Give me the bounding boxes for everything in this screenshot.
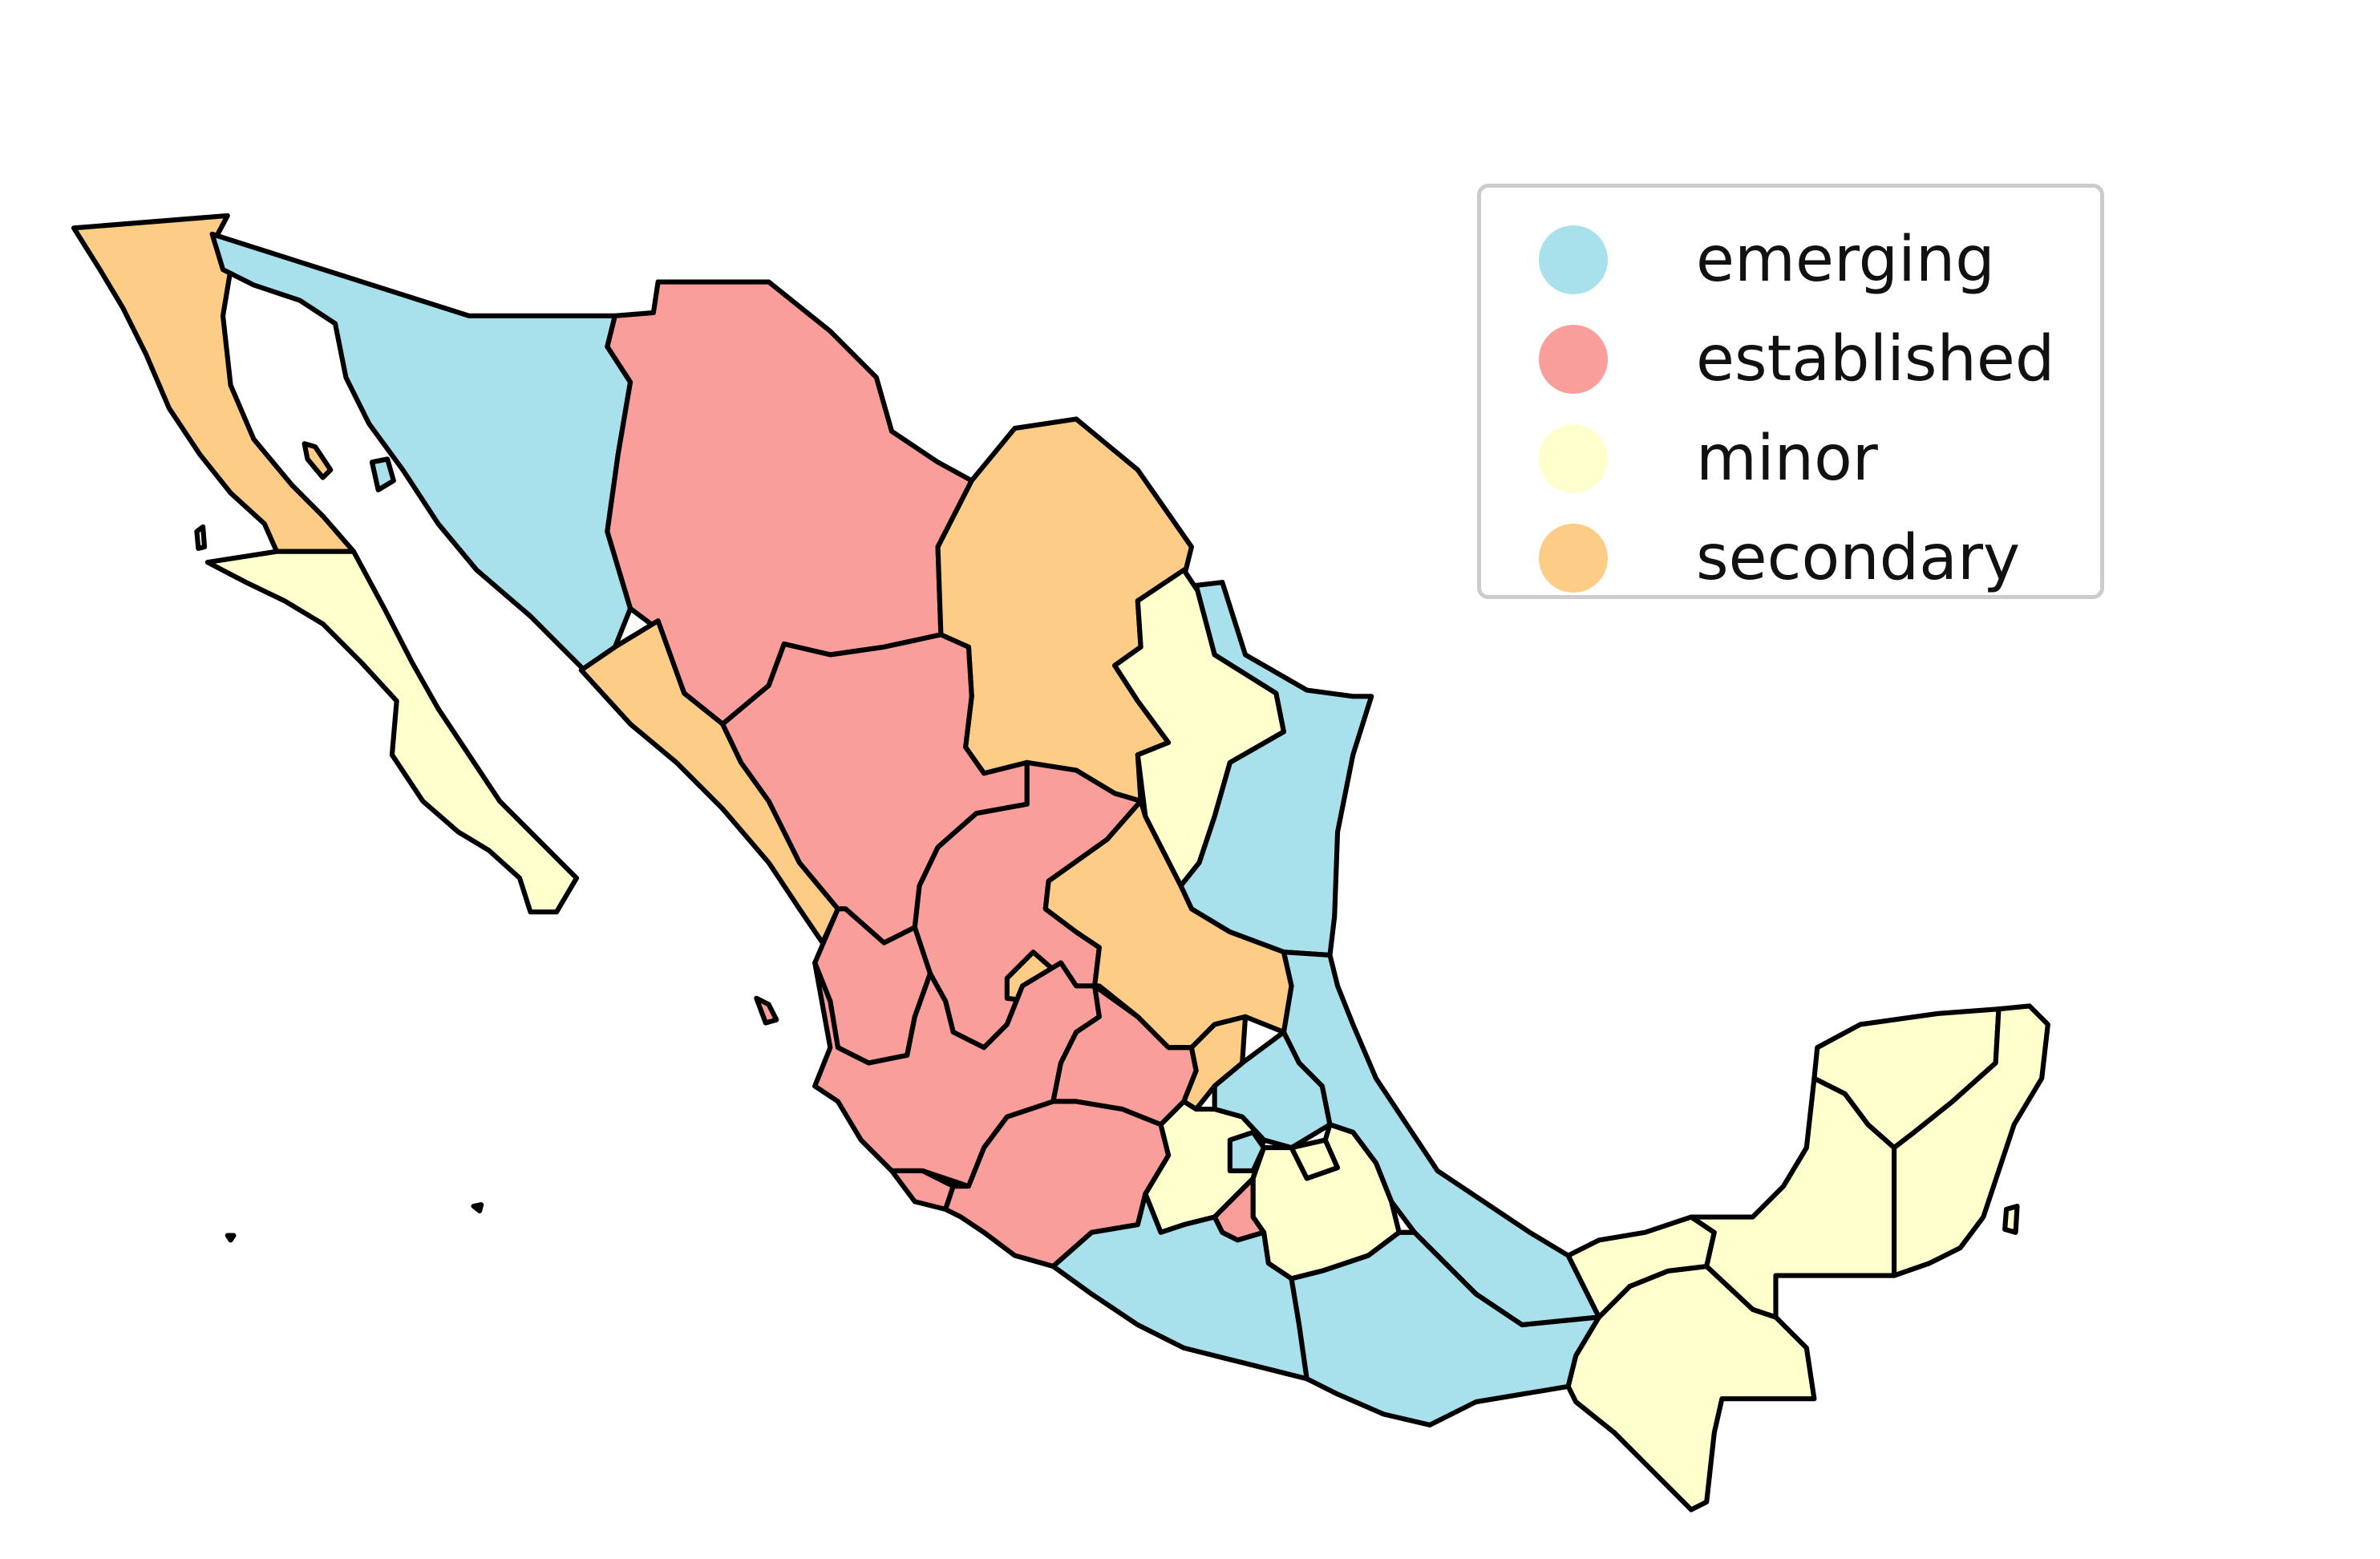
state-sonora	[209, 231, 633, 673]
legend-item-secondary: secondary	[1481, 508, 2100, 608]
legend-item-minor: minor	[1481, 409, 2100, 508]
state-quintana-roo	[1892, 1003, 2050, 1278]
legend-swatch-emerging	[1539, 225, 1608, 294]
island-revillagigedo-2	[225, 1233, 237, 1243]
legend-swatch-established	[1539, 325, 1608, 394]
island-revillagigedo-1	[471, 1202, 484, 1213]
legend-item-established: established	[1481, 310, 2100, 409]
legend-swatch-secondary	[1539, 524, 1608, 593]
island-cozumel	[2002, 1204, 2020, 1235]
legend-label-established: established	[1696, 323, 2055, 395]
island-islas-marias	[754, 995, 779, 1026]
islands	[194, 441, 2020, 1243]
state-guerrero	[1050, 1191, 1309, 1382]
legend-label-secondary: secondary	[1696, 522, 2021, 594]
island-isla-cedros	[194, 524, 208, 551]
legend-item-emerging: emerging	[1481, 210, 2100, 310]
state-baja-california-sur	[204, 549, 580, 915]
legend-label-emerging: emerging	[1696, 224, 1995, 296]
legend-label-minor: minor	[1696, 423, 1878, 495]
legend: emerging established minor secondary	[1477, 184, 2104, 599]
legend-swatch-minor	[1539, 424, 1608, 493]
island-angel-de-la-guarda	[302, 441, 334, 480]
island-tiburon	[369, 456, 396, 492]
